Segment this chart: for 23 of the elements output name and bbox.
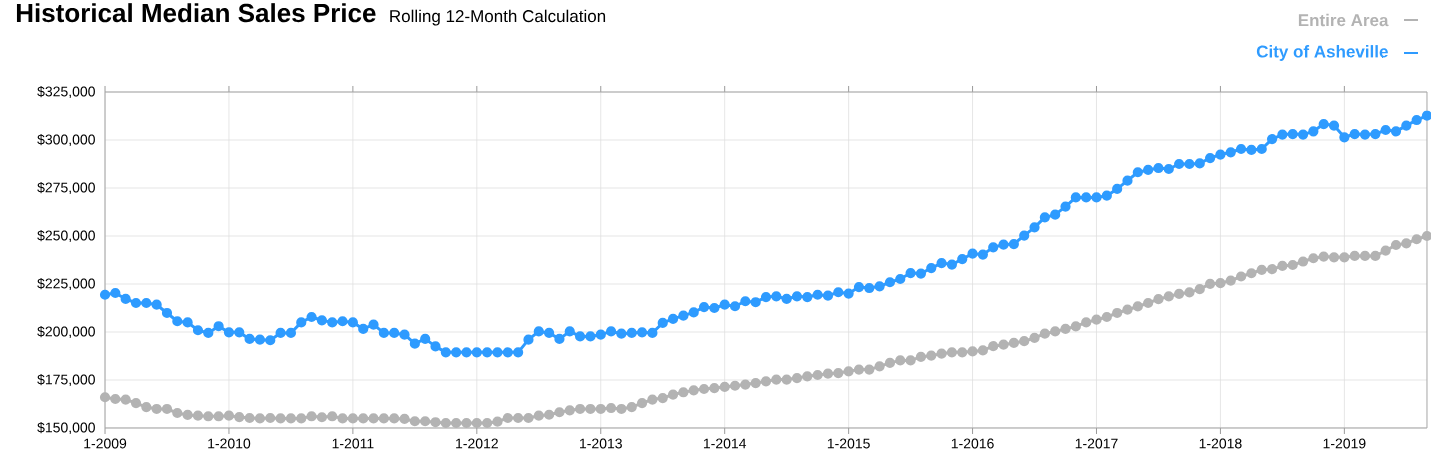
- y-tick-label: $275,000: [37, 181, 95, 195]
- legend-label: City of Asheville: [1256, 45, 1388, 61]
- chart-subtitle: Rolling 12-Month Calculation: [390, 9, 606, 26]
- x-tick-label: 1-2019: [1323, 438, 1366, 449]
- x-tick-label: 1-2015: [827, 438, 870, 449]
- y-tick-label: $300,000: [37, 133, 95, 147]
- y-tick-label: $325,000: [37, 85, 95, 99]
- x-tick-label: 1-2014: [703, 438, 747, 449]
- x-tick-label: 1-2016: [951, 438, 994, 449]
- x-tick-label: 1-2011: [332, 438, 374, 449]
- y-tick-label: $175,000: [37, 373, 95, 387]
- y-tick-label: $250,000: [37, 229, 95, 243]
- y-tick-label: $225,000: [37, 277, 95, 291]
- y-tick-label: $150,000: [37, 421, 95, 435]
- y-tick-label: $200,000: [37, 325, 95, 339]
- legend-label: Entire Area: [1298, 13, 1389, 27]
- x-tick-label: 1-2018: [1199, 438, 1242, 449]
- x-tick-label: 1-2012: [456, 438, 498, 449]
- x-tick-label: 1-2013: [580, 438, 622, 449]
- chart-title: Historical Median Sales Price: [16, 3, 376, 23]
- x-tick-label: 1-2009: [84, 438, 127, 449]
- x-tick-label: 1-2010: [208, 438, 251, 449]
- x-tick-label: 1-2017: [1075, 438, 1118, 449]
